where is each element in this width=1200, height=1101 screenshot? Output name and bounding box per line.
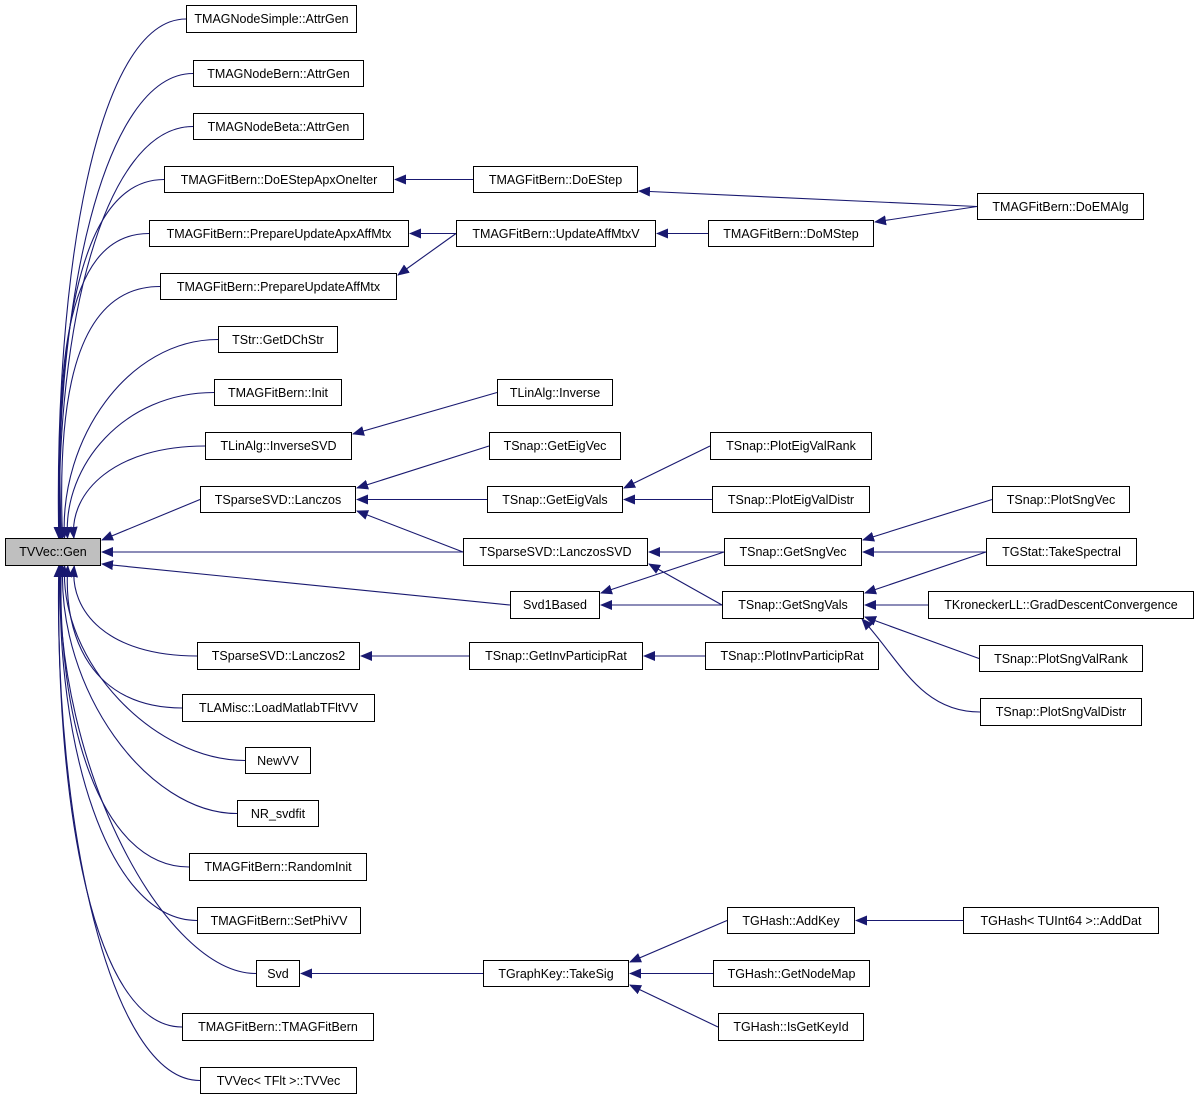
edge-bern-to-gen [53, 72, 194, 539]
node-lanczossvd[interactable]: TSparseSVD::LanczosSVD [463, 538, 648, 566]
node-inverse[interactable]: TLinAlg::Inverse [497, 379, 613, 406]
edge-svd1-to-gen [101, 560, 511, 606]
node-lanczos2[interactable]: TSparseSVD::Lanczos2 [197, 642, 360, 670]
node-doestep[interactable]: TMAGFitBern::DoEStep [473, 166, 638, 193]
node-isgetkey[interactable]: TGHash::IsGetKeyId [718, 1013, 864, 1041]
edge-takespectral-to-getsngvals [864, 551, 987, 595]
node-svd1[interactable]: Svd1Based [510, 591, 600, 619]
edge-geteigvec-to-lanczos [356, 445, 490, 490]
edge-beta-to-gen [54, 125, 194, 539]
edge-prep-to-gen [57, 285, 161, 539]
node-ploteigdistr[interactable]: TSnap::PlotEigValDistr [712, 486, 870, 513]
node-getnodemap[interactable]: TGHash::GetNodeMap [713, 960, 870, 987]
edge-plotsngvec-to-getsngvec [862, 498, 993, 542]
node-getdch[interactable]: TStr::GetDChStr [218, 326, 338, 353]
edge-tvvec-to-gen [53, 565, 201, 1082]
edge-svd-to-gen [54, 565, 257, 975]
edge-doemalg-to-domstep [874, 205, 978, 226]
node-newvv[interactable]: NewVV [245, 747, 311, 774]
edge-plotsngrank-to-getsngvals [864, 616, 980, 660]
node-gen: TVVec::Gen [5, 538, 101, 566]
edge-inverse-to-invsvd [352, 391, 498, 436]
node-ploteigrank[interactable]: TSnap::PlotEigValRank [710, 432, 872, 460]
node-updaff[interactable]: TMAGFitBern::UpdateAffMtxV [456, 220, 656, 247]
node-adddat[interactable]: TGHash< TUInt64 >::AddDat [963, 907, 1159, 934]
node-tvvec[interactable]: TVVec< TFlt >::TVVec [200, 1067, 357, 1094]
edge-lanczos2-to-gen [68, 565, 198, 657]
node-geteigvals[interactable]: TSnap::GetEigVals [487, 486, 623, 513]
node-getsngvals[interactable]: TSnap::GetSngVals [722, 591, 864, 619]
edge-plotsngdistr-to-getsngvals [861, 618, 981, 713]
edge-nrsvd-to-gen [57, 565, 238, 815]
node-domstep[interactable]: TMAGFitBern::DoMStep [708, 220, 874, 247]
edge-ploteigrank-to-geteigvals [623, 445, 711, 489]
node-graddesc[interactable]: TKroneckerLL::GradDescentConvergence [928, 591, 1194, 619]
edge-getsngvec-to-svd1 [600, 551, 725, 595]
node-prep[interactable]: TMAGFitBern::PrepareUpdateAffMtx [160, 273, 397, 300]
node-svd[interactable]: Svd [256, 960, 300, 987]
node-init[interactable]: TMAGFitBern::Init [214, 379, 342, 406]
node-ctor[interactable]: TMAGFitBern::TMAGFitBern [182, 1013, 374, 1041]
edge-init-to-gen [61, 391, 215, 539]
node-plotsngdistr[interactable]: TSnap::PlotSngValDistr [980, 698, 1142, 726]
node-lanczos[interactable]: TSparseSVD::Lanczos [200, 486, 356, 513]
node-doestepapx[interactable]: TMAGFitBern::DoEStepApxOneIter [164, 166, 394, 193]
edge-lanczossvd-to-lanczos [356, 510, 464, 553]
edge-simple-to-gen [53, 18, 187, 539]
node-geteigvec[interactable]: TSnap::GetEigVec [489, 432, 621, 460]
node-takespectral[interactable]: TGStat::TakeSpectral [986, 538, 1137, 566]
node-doemalg[interactable]: TMAGFitBern::DoEMAlg [977, 193, 1144, 220]
edge-newvv-to-gen [59, 565, 246, 762]
edge-getsngvals-to-lanczossvd [648, 563, 723, 606]
node-simple[interactable]: TMAGNodeSimple::AttrGen [186, 5, 357, 33]
edge-getdch-to-gen [58, 338, 219, 539]
node-getsngvec[interactable]: TSnap::GetSngVec [724, 538, 862, 566]
edge-randinit-to-gen [55, 565, 190, 868]
edge-isgetkey-to-takesig [629, 984, 719, 1028]
node-plotinv[interactable]: TSnap::PlotInvParticipRat [705, 642, 879, 670]
node-prepapx[interactable]: TMAGFitBern::PrepareUpdateApxAffMtx [149, 220, 409, 247]
edge-prepapx-to-gen [55, 232, 150, 539]
node-bern[interactable]: TMAGNodeBern::AttrGen [193, 60, 364, 87]
edge-loadmat-to-gen [62, 565, 183, 709]
edge-updaff-to-prep [397, 233, 457, 276]
node-addkey[interactable]: TGHash::AddKey [727, 907, 855, 934]
node-plotsngrank[interactable]: TSnap::PlotSngValRank [979, 645, 1143, 672]
edge-invsvd-to-gen [67, 445, 206, 539]
node-setphi[interactable]: TMAGFitBern::SetPhiVV [197, 907, 361, 934]
node-randinit[interactable]: TMAGFitBern::RandomInit [189, 853, 367, 881]
node-getinv[interactable]: TSnap::GetInvParticipRat [469, 642, 643, 670]
edge-doemalg-to-doestep [638, 186, 978, 208]
edge-addkey-to-takesig [629, 919, 728, 963]
node-plotsngvec[interactable]: TSnap::PlotSngVec [992, 486, 1130, 513]
node-invsvd[interactable]: TLinAlg::InverseSVD [205, 432, 352, 460]
node-nrsvd[interactable]: NR_svdfit [237, 800, 319, 827]
node-loadmat[interactable]: TLAMisc::LoadMatlabTFltVV [182, 694, 375, 722]
node-takesig[interactable]: TGraphKey::TakeSig [483, 960, 629, 987]
node-beta[interactable]: TMAGNodeBeta::AttrGen [193, 113, 364, 140]
edge-lanczos-to-gen [101, 498, 201, 541]
